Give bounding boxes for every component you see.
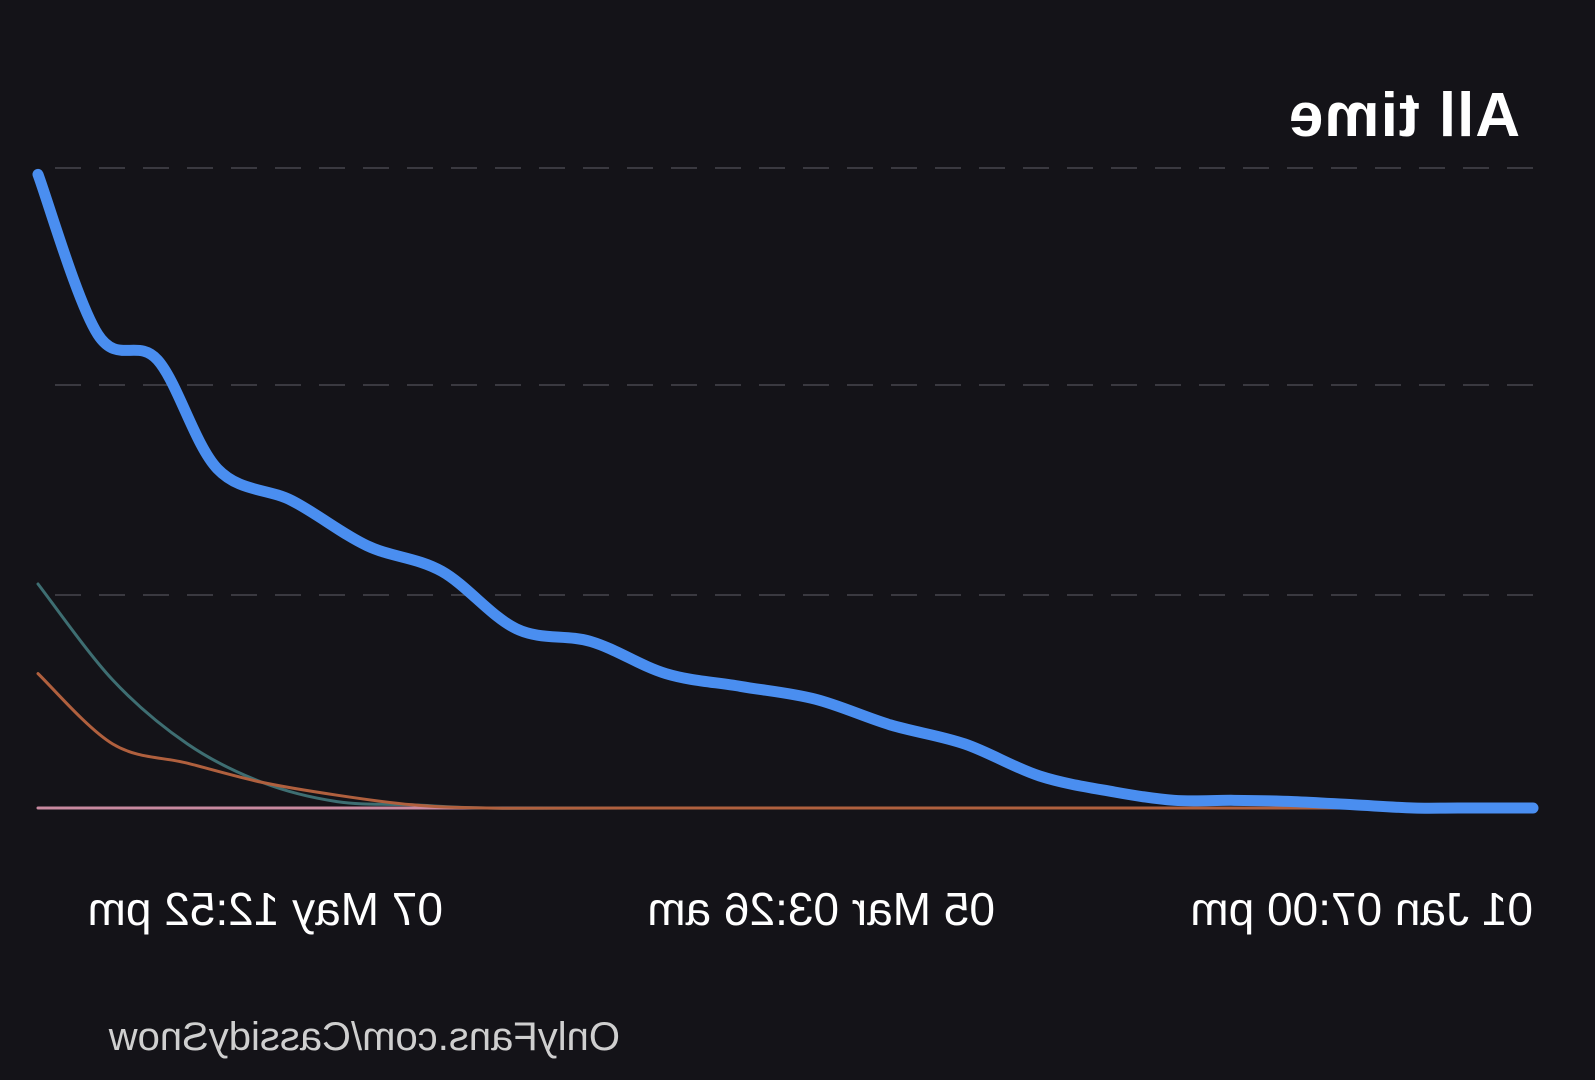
x-tick-label: 01 Jan 07:00 pm xyxy=(1190,883,1533,935)
watermark-text: OnlyFans.com/CassidySnow xyxy=(108,1015,620,1059)
series-line-blue xyxy=(32,168,1539,814)
series-lines xyxy=(32,168,1539,814)
x-tick-label: 05 Mar 03:26 am xyxy=(647,883,995,935)
series-line-orange xyxy=(36,672,1535,810)
grid-lines xyxy=(38,167,1533,596)
x-tick-label: 07 May 12:52 pm xyxy=(88,883,443,935)
x-axis-ticks: 01 Jan 07:00 pm 05 Mar 03:26 am 07 May 12:… xyxy=(88,883,1533,935)
